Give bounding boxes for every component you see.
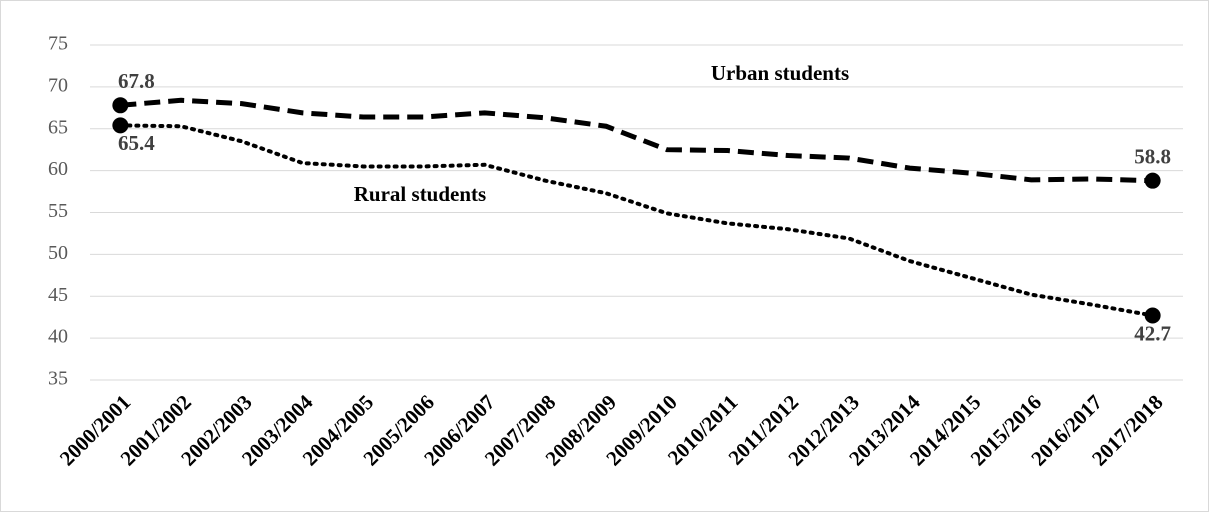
end-marker — [1144, 307, 1161, 324]
y-tick-label: 45 — [48, 284, 68, 306]
data-label: 58.8 — [1134, 144, 1171, 168]
data-label: 65.4 — [118, 131, 155, 155]
series-label: Urban students — [711, 61, 849, 85]
end-marker — [112, 97, 129, 114]
y-tick-label: 60 — [48, 158, 68, 180]
y-tick-label: 40 — [48, 326, 68, 348]
data-label: 67.8 — [118, 69, 155, 93]
data-label: 42.7 — [1134, 321, 1171, 345]
y-tick-label: 50 — [48, 242, 68, 264]
series-line — [118, 123, 1155, 318]
y-tick-label: 75 — [48, 33, 68, 55]
y-tick-label: 65 — [48, 116, 68, 138]
y-tick-label: 35 — [48, 368, 68, 390]
y-tick-label: 55 — [48, 200, 68, 222]
series-label: Rural students — [354, 182, 486, 206]
y-tick-label: 70 — [48, 74, 68, 96]
end-marker — [112, 117, 129, 134]
series-line — [120, 97, 1153, 184]
end-marker — [1144, 172, 1161, 189]
